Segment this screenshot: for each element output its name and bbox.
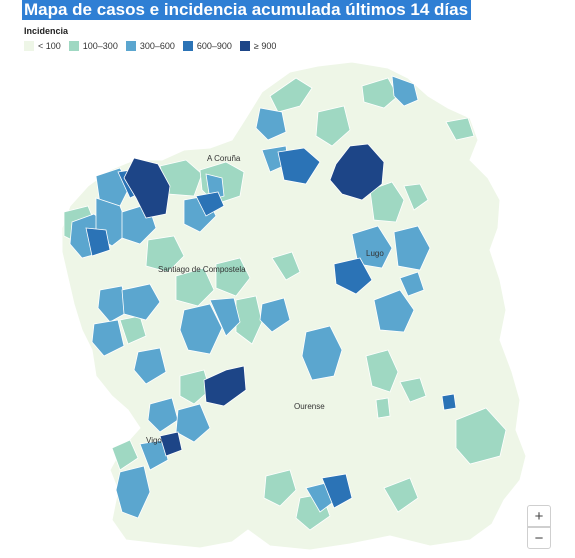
zoom-out-button[interactable]: − — [527, 527, 551, 549]
map-title: Mapa de casos e incidencia acumulada últ… — [22, 0, 472, 20]
municipality[interactable] — [399, 377, 427, 403]
legend-label: 300–600 — [139, 41, 175, 51]
legend-label: 100–300 — [82, 41, 118, 51]
city-label-a-coruna: A Coruña — [207, 154, 241, 163]
municipality[interactable] — [115, 465, 151, 519]
municipality[interactable] — [277, 147, 321, 185]
legend-item-300-600: 300–600 — [125, 41, 175, 51]
municipality[interactable] — [263, 469, 297, 507]
municipality[interactable] — [373, 289, 415, 333]
municipality[interactable] — [445, 117, 475, 141]
municipality[interactable] — [321, 473, 353, 509]
legend-swatch — [125, 41, 136, 51]
municipality[interactable] — [235, 295, 263, 345]
municipality[interactable] — [329, 143, 385, 201]
legend-swatch — [68, 41, 79, 51]
municipality[interactable] — [215, 257, 251, 297]
municipality[interactable] — [269, 77, 313, 113]
municipality[interactable] — [133, 347, 167, 385]
municipality[interactable] — [159, 431, 183, 457]
legend-item-gte900: ≥ 900 — [239, 41, 277, 51]
municipality[interactable] — [455, 407, 507, 465]
municipality[interactable] — [195, 191, 225, 217]
municipalities-gte900 — [123, 143, 385, 457]
zoom-in-button[interactable]: + — [527, 505, 551, 527]
city-label-lugo: Lugo — [366, 249, 384, 258]
municipality[interactable] — [175, 403, 211, 443]
municipality[interactable] — [441, 393, 457, 411]
legend-label: 600–900 — [196, 41, 232, 51]
city-label-santiago: Santiago de Compostela — [158, 265, 246, 274]
city-label-ourense: Ourense — [294, 402, 325, 411]
municipality[interactable] — [365, 349, 399, 393]
municipality[interactable] — [111, 439, 139, 471]
municipality[interactable] — [391, 75, 419, 107]
legend-item-100-300: 100–300 — [68, 41, 118, 51]
municipality[interactable] — [259, 297, 291, 333]
municipality[interactable] — [139, 439, 169, 471]
legend-swatch — [182, 41, 193, 51]
municipality[interactable] — [145, 235, 185, 273]
municipality[interactable] — [175, 267, 215, 307]
municipality[interactable] — [271, 251, 301, 281]
municipality[interactable] — [393, 225, 431, 271]
municipality[interactable] — [203, 365, 247, 407]
municipality[interactable] — [97, 285, 129, 323]
municipality[interactable] — [403, 183, 429, 211]
municipality[interactable] — [147, 397, 179, 433]
municipality[interactable] — [85, 227, 111, 257]
legend-item-600-900: 600–900 — [182, 41, 232, 51]
legend-label: ≥ 900 — [253, 41, 277, 51]
legend-label: < 100 — [38, 41, 61, 51]
legend-swatch — [239, 41, 250, 51]
municipality[interactable] — [369, 181, 405, 223]
city-label-vigo: Vigo — [146, 436, 162, 445]
municipality[interactable] — [383, 477, 419, 513]
legend-swatch — [24, 41, 34, 51]
legend-title: Incidencia — [24, 26, 69, 36]
municipality[interactable] — [209, 297, 241, 337]
municipality[interactable] — [121, 283, 161, 321]
municipality[interactable] — [179, 369, 211, 405]
municipality[interactable] — [333, 257, 373, 295]
municipality[interactable] — [119, 315, 147, 345]
municipality[interactable] — [123, 157, 171, 219]
municipality[interactable] — [375, 397, 391, 419]
legend: < 100 100–300 300–600 600–900 ≥ 900 — [24, 41, 284, 51]
municipality[interactable] — [255, 107, 287, 141]
municipality[interactable] — [315, 105, 351, 147]
municipality[interactable] — [361, 77, 399, 109]
municipality[interactable] — [301, 325, 343, 381]
legend-item-lt100: < 100 — [24, 41, 61, 51]
municipality[interactable] — [399, 271, 425, 297]
municipality[interactable] — [91, 319, 125, 357]
municipality[interactable] — [179, 303, 223, 355]
